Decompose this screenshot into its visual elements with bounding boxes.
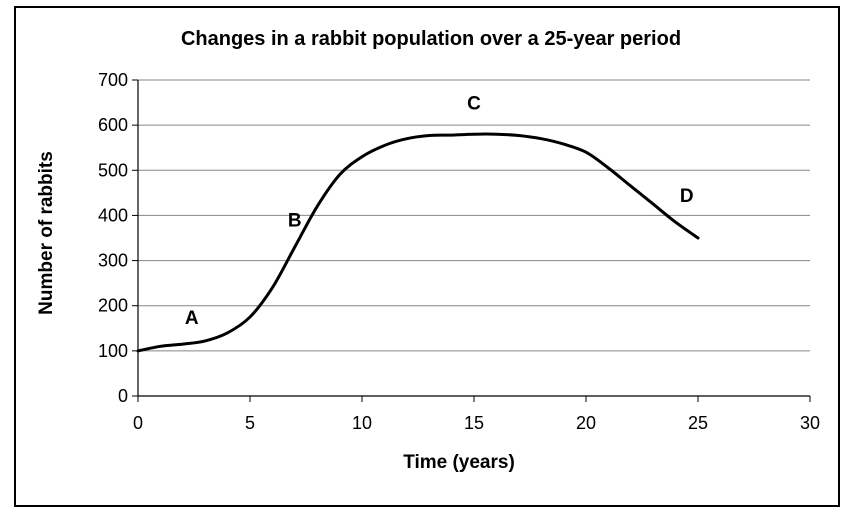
x-tick-label: 10 (352, 413, 372, 433)
point-label-b: B (288, 211, 302, 232)
y-tick-label: 0 (118, 386, 128, 406)
x-tick-label: 15 (464, 413, 484, 433)
chart-frame (14, 6, 840, 507)
point-label-d: D (680, 186, 694, 207)
x-axis-label: Time (years) (403, 452, 515, 473)
x-tick-label: 20 (576, 413, 596, 433)
y-tick-label: 600 (98, 115, 128, 135)
y-axis-label: Number of rabbits (36, 151, 57, 315)
y-tick-label: 300 (98, 251, 128, 271)
y-tick-label: 200 (98, 296, 128, 316)
chart-title: Changes in a rabbit population over a 25… (181, 28, 681, 50)
y-tick-label: 700 (98, 70, 128, 90)
x-tick-label: 25 (688, 413, 708, 433)
point-labels: A B C D (185, 93, 694, 328)
x-tick-label: 5 (245, 413, 255, 433)
point-label-c: C (467, 93, 481, 114)
population-line (136, 132, 700, 353)
x-tick-labels: 0 5 10 15 20 25 30 (133, 413, 820, 433)
point-label-a: A (185, 308, 199, 329)
y-tick-label: 100 (98, 341, 128, 361)
gridlines (132, 79, 811, 402)
y-tick-label: 400 (98, 205, 128, 225)
x-tick-label: 30 (800, 413, 820, 433)
y-tick-label: 500 (98, 160, 128, 180)
axes (137, 80, 810, 397)
x-tick-label: 0 (133, 413, 143, 433)
y-tick-labels: 0 100 200 300 400 500 600 700 (98, 70, 128, 406)
